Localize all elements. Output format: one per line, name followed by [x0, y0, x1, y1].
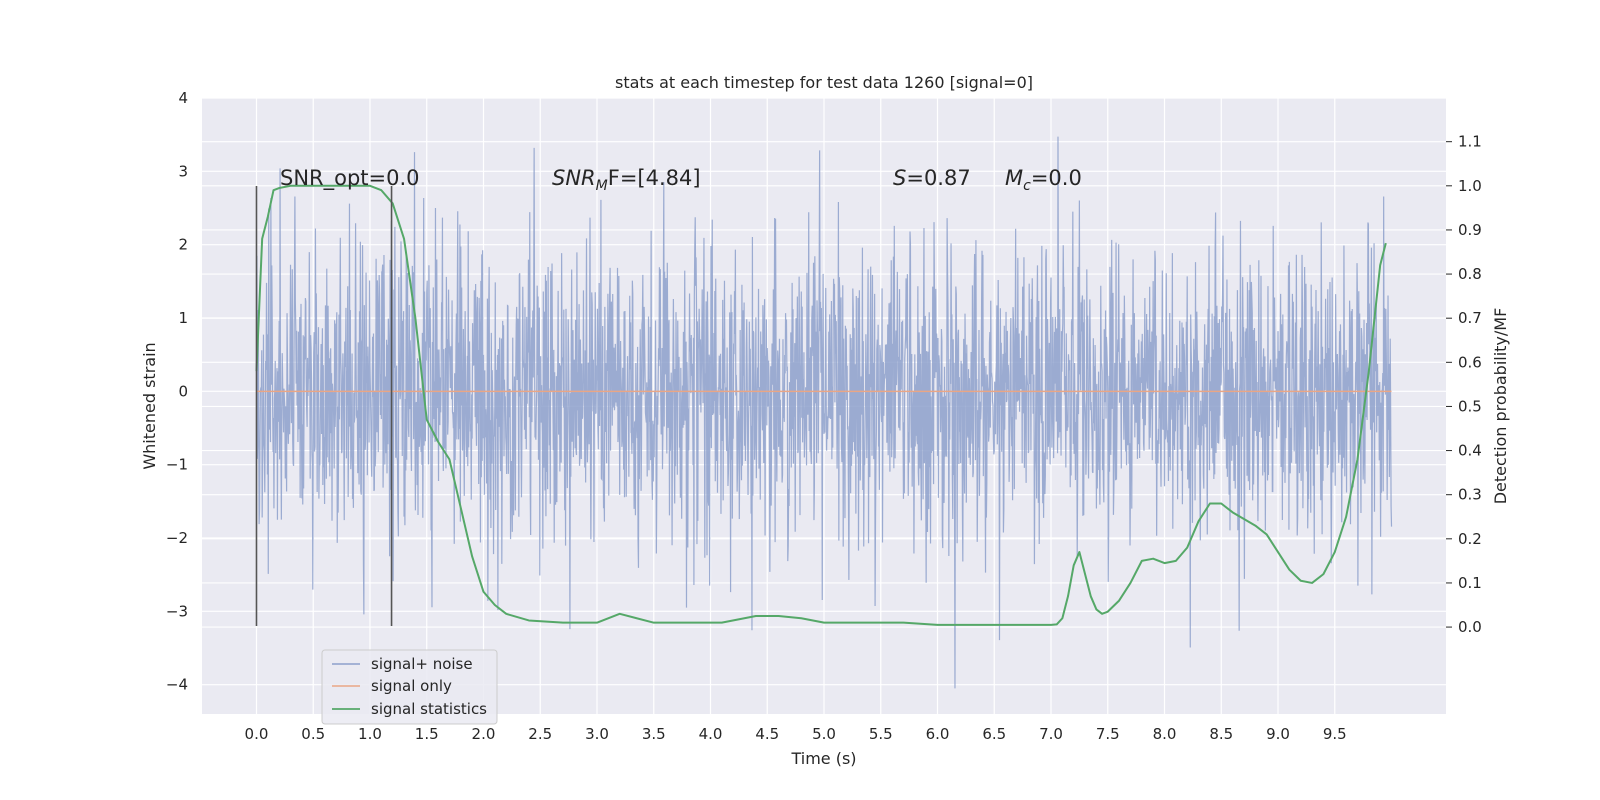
y-tick-label: 4 [178, 89, 188, 107]
y-tick-label: 1 [178, 309, 188, 327]
x-tick-label: 4.5 [755, 725, 779, 743]
annotation-s-prefix: S [893, 166, 906, 190]
y-tick-label-right: 0.3 [1458, 486, 1482, 504]
y-axis-label-right: Detection probability/MF [1491, 308, 1510, 505]
annotation-snr-opt: SNR_opt=0.0 [280, 166, 420, 191]
x-tick-label: 1.5 [415, 725, 439, 743]
annotation-snr-mf-suffix: F=[4.84] [608, 166, 701, 190]
y-tick-label: −3 [166, 602, 188, 620]
x-tick-label: 7.5 [1096, 725, 1120, 743]
x-tick-label: 0.5 [301, 725, 325, 743]
annotation-mc-value: =0.0 [1031, 166, 1082, 190]
y-tick-label-right: 0.7 [1458, 309, 1482, 327]
y-tick-label: −2 [166, 529, 188, 547]
x-tick-label: 0.0 [245, 725, 269, 743]
vertical-markers [255, 186, 393, 626]
series-signal-noise [255, 136, 1393, 689]
series-signal-statistics [255, 184, 1387, 626]
x-tick-label: 6.0 [926, 725, 950, 743]
x-tick-label: 3.5 [642, 725, 666, 743]
legend-label-signal-statistics: signal statistics [371, 700, 487, 718]
y-tick-label-right: 0.0 [1458, 618, 1482, 636]
y-tick-label-right: 0.5 [1458, 397, 1482, 415]
y-tick-label-right: 0.4 [1458, 442, 1482, 460]
x-tick-label: 9.5 [1323, 725, 1347, 743]
y-tick-label-right: 0.6 [1458, 353, 1482, 371]
y-tick-label: −4 [166, 676, 188, 694]
chart-title: stats at each timestep for test data 126… [615, 73, 1033, 92]
legend-label-signal-noise: signal+ noise [371, 655, 473, 673]
x-tick-label: 5.0 [812, 725, 836, 743]
x-tick-label: 2.0 [472, 725, 496, 743]
x-tick-label: 7.0 [1039, 725, 1063, 743]
legend-label-signal-only: signal only [371, 677, 452, 695]
annotation-snr-mf: SNRMF=[4.84] [552, 166, 701, 194]
x-tick-label: 4.0 [699, 725, 723, 743]
x-axis-label: Time (s) [790, 749, 856, 768]
tick-labels: 0.0 0.5 1.0 1.5 2.0 2.5 3.0 3.5 4.0 4.5 5.0 5.5 6.0 6… [166, 89, 1482, 743]
y-axis-label: Whitened strain [140, 342, 159, 469]
y-tick-label: 0 [178, 382, 188, 400]
y-tick-label: 2 [178, 236, 188, 254]
legend-box [321, 649, 498, 725]
noise-series [255, 136, 1393, 689]
x-tick-label: 9.0 [1266, 725, 1290, 743]
x-tick-label: 3.0 [585, 725, 609, 743]
annotation-mc: Mc=0.0 [1005, 166, 1082, 194]
annotation-mc-prefix: M [1005, 166, 1023, 190]
x-tick-label: 8.0 [1153, 725, 1177, 743]
y-tick-label: 3 [178, 162, 188, 180]
annotation-snr-mf-prefix: SNR [552, 166, 596, 190]
y-tick-label: −1 [166, 456, 188, 474]
annotation-snr-mf-sub: M [596, 178, 608, 194]
y-tick-label-right: 1.0 [1458, 177, 1482, 195]
legend: signal+ noise signal only signal statist… [321, 649, 498, 725]
annotation-s-value: =0.87 [906, 166, 970, 190]
y-tick-label-right: 0.1 [1458, 574, 1482, 592]
annotation-mc-sub: c [1023, 178, 1031, 194]
annotation-s: S=0.87 [893, 166, 971, 190]
y-tick-label-right: 0.8 [1458, 265, 1482, 283]
x-tick-label: 5.5 [869, 725, 893, 743]
y-tick-label-right: 0.9 [1458, 221, 1482, 239]
x-tick-label: 2.5 [528, 725, 552, 743]
x-tick-label: 1.0 [358, 725, 382, 743]
y-tick-label-right: 0.2 [1458, 530, 1482, 548]
x-tick-label: 8.5 [1209, 725, 1233, 743]
x-tick-label: 6.5 [982, 725, 1006, 743]
y-tick-label-right: 1.1 [1458, 133, 1482, 151]
series-layer [255, 184, 1392, 626]
